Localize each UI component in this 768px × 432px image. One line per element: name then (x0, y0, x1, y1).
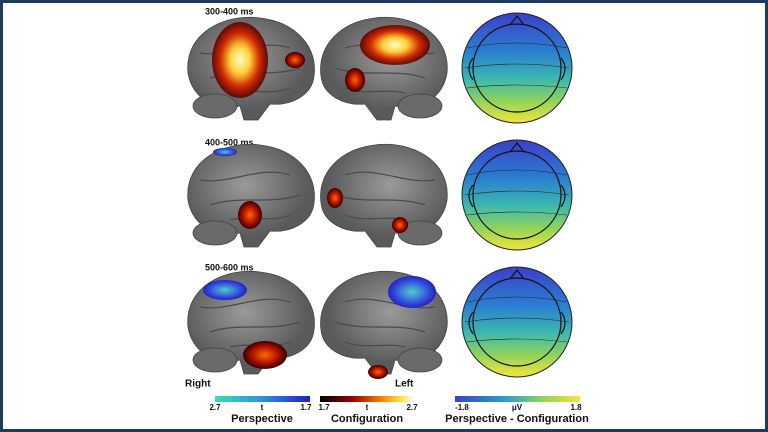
colorbar-max: 1.7 (300, 403, 312, 412)
activation (243, 341, 287, 369)
time-label: 300-400 ms (205, 6, 254, 16)
colorbar-min: -1.8 (455, 403, 469, 412)
colorbar-min: 1.7 (318, 403, 330, 412)
activation (392, 217, 408, 233)
colorbar-unit: t (366, 403, 369, 412)
activation (345, 68, 365, 92)
colorbar-title: Configuration (331, 413, 403, 425)
colorbar-max: 1.8 (570, 403, 582, 412)
colorbar (455, 396, 580, 402)
activation (238, 201, 262, 229)
colorbar-min: 2.7 (209, 403, 221, 412)
hemisphere-label: Right (185, 379, 211, 390)
colorbar (320, 396, 415, 402)
activation (360, 25, 430, 65)
time-label: 400-500 ms (205, 137, 254, 147)
activation (368, 365, 388, 379)
activation (388, 276, 436, 308)
colorbar-unit: μV (512, 403, 523, 412)
colorbar-max: 2.7 (406, 403, 418, 412)
colorbar-title: Perspective - Configuration (445, 413, 589, 425)
topomap (461, 139, 573, 251)
colorbar-title: Perspective (231, 413, 293, 425)
activation (213, 148, 237, 156)
time-label: 500-600 ms (205, 262, 254, 272)
colorbar-unit: t (261, 403, 264, 412)
activation (212, 22, 268, 98)
activation (327, 188, 343, 208)
activation (203, 280, 247, 300)
topomap (461, 266, 573, 378)
hemisphere-label: Left (395, 379, 414, 390)
activation (285, 52, 305, 68)
topomap (461, 12, 573, 124)
colorbar (215, 396, 310, 402)
